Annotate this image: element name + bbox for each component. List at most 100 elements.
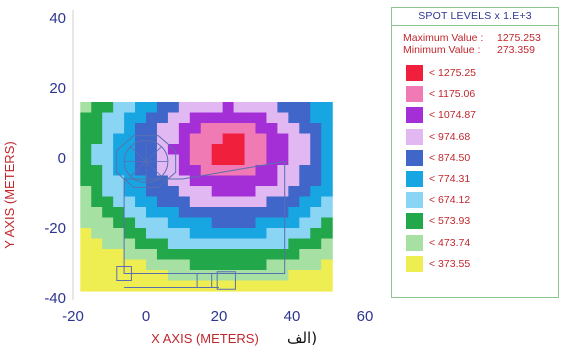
heatmap-cell xyxy=(80,112,92,124)
heatmap-cell xyxy=(299,144,311,156)
heatmap-cell xyxy=(156,280,169,292)
heatmap-cell xyxy=(135,270,147,282)
heatmap-cell xyxy=(189,196,202,208)
heatmap-cell xyxy=(102,175,114,187)
heatmap-cell xyxy=(146,123,158,135)
heatmap-cell xyxy=(277,196,289,208)
heatmap-cell xyxy=(156,102,169,114)
heatmap-cell xyxy=(255,280,268,292)
heatmap-cell xyxy=(299,112,311,124)
heatmap-cell xyxy=(146,270,158,282)
heatmap-cell xyxy=(288,123,300,135)
heatmap-cell xyxy=(167,133,180,145)
heatmap-cell xyxy=(178,280,191,292)
y-tick-labels: 40 20 0 -20 -40 xyxy=(44,10,66,307)
heatmap-cell xyxy=(167,123,180,135)
heatmap-cell xyxy=(222,207,235,219)
legend-title: SPOT LEVELS x 1.E+3 xyxy=(392,8,558,26)
heatmap-cell xyxy=(113,112,125,124)
heatmap-cell xyxy=(91,207,103,219)
heatmap-cell xyxy=(91,228,103,240)
heatmap-cell xyxy=(277,228,289,240)
heatmap-cell xyxy=(113,259,125,271)
pad-spoke xyxy=(145,161,162,177)
y-tick-label: 0 xyxy=(58,150,66,167)
legend-swatch xyxy=(406,192,423,209)
legend-label: < 1275.25 xyxy=(429,67,477,79)
heatmap-cell xyxy=(244,102,257,114)
legend-label: < 473.74 xyxy=(429,236,471,249)
heatmap-cell xyxy=(80,186,92,198)
heatmap-cell xyxy=(310,270,322,282)
heatmap-cell xyxy=(200,112,213,124)
heatmap-cell xyxy=(255,196,268,208)
heatmap-cell xyxy=(178,165,191,177)
heatmap-cell xyxy=(189,186,202,198)
heatmap-cell xyxy=(156,112,169,124)
heatmap-cell xyxy=(255,238,268,250)
heatmap-cell xyxy=(277,207,289,219)
heatmap-cell xyxy=(156,228,169,240)
heatmap-cell xyxy=(80,165,92,177)
heatmap-cell xyxy=(102,123,114,135)
heatmap-cell xyxy=(167,228,180,240)
heatmap-cell xyxy=(113,196,125,208)
legend-panel: SPOT LEVELS x 1.E+3 Maximum Value : 1275… xyxy=(391,7,559,298)
heatmap-cell xyxy=(124,123,136,135)
legend-entry: < 974.68 xyxy=(406,128,556,147)
heatmap-cell xyxy=(288,144,300,156)
frame-outline xyxy=(123,160,286,274)
heatmap-cell xyxy=(277,154,289,166)
heatmap-cell xyxy=(135,280,147,292)
heatmap-cell xyxy=(211,238,224,250)
heatmap-cell xyxy=(80,238,92,250)
heatmap-cell xyxy=(321,270,333,282)
legend-entry: < 573.93 xyxy=(406,213,556,231)
legend-entry: < 1074.87 xyxy=(406,107,556,125)
heatmap-cell xyxy=(80,175,92,187)
heatmap-cell xyxy=(244,270,257,282)
heatmap-cell xyxy=(200,144,213,156)
heatmap-cell xyxy=(266,165,278,177)
heatmap-cell xyxy=(244,280,257,292)
heatmap-cell xyxy=(113,165,125,177)
heatmap-cell xyxy=(266,280,278,292)
heatmap-cell xyxy=(310,217,322,229)
y-tick-label: 40 xyxy=(49,10,66,27)
heatmap-cell xyxy=(244,249,257,261)
heatmap-cell xyxy=(310,102,322,114)
heatmap-cell xyxy=(189,217,202,229)
heatmap-cell xyxy=(102,249,114,261)
heatmap-cell xyxy=(102,102,114,114)
heatmap-cell xyxy=(299,280,311,292)
heatmap-cell xyxy=(255,102,268,114)
heatmap-cell xyxy=(189,112,202,124)
heatmap-cell xyxy=(102,165,114,177)
legend-entry: < 674.12 xyxy=(406,192,556,210)
heatmap-cell xyxy=(321,144,333,156)
heatmap-cell xyxy=(299,165,311,177)
heatmap-cell xyxy=(124,102,136,114)
heatmap-cell xyxy=(211,112,224,124)
heatmap-cell xyxy=(310,259,322,271)
heatmap-cell xyxy=(321,102,333,114)
heatmap-cell xyxy=(200,133,213,145)
heatmap-cell xyxy=(233,165,246,177)
heatmap-cell xyxy=(310,154,322,166)
heatmap-cell xyxy=(266,238,278,250)
heatmap-cell xyxy=(266,144,278,156)
heatmap-cell xyxy=(244,144,257,156)
heatmap-cell xyxy=(124,196,136,208)
heatmap-cell xyxy=(102,133,114,145)
heatmap-cell xyxy=(310,186,322,198)
heatmap-cell xyxy=(310,123,322,135)
heatmap-cell xyxy=(255,123,268,135)
heatmap-cell xyxy=(146,280,158,292)
pad-spoke xyxy=(130,161,147,177)
heatmap-cell xyxy=(91,270,103,282)
heatmap-cell xyxy=(178,238,191,250)
heatmap-cell xyxy=(113,175,125,187)
heatmap-cell xyxy=(102,259,114,271)
heatmap-cell xyxy=(222,259,235,271)
